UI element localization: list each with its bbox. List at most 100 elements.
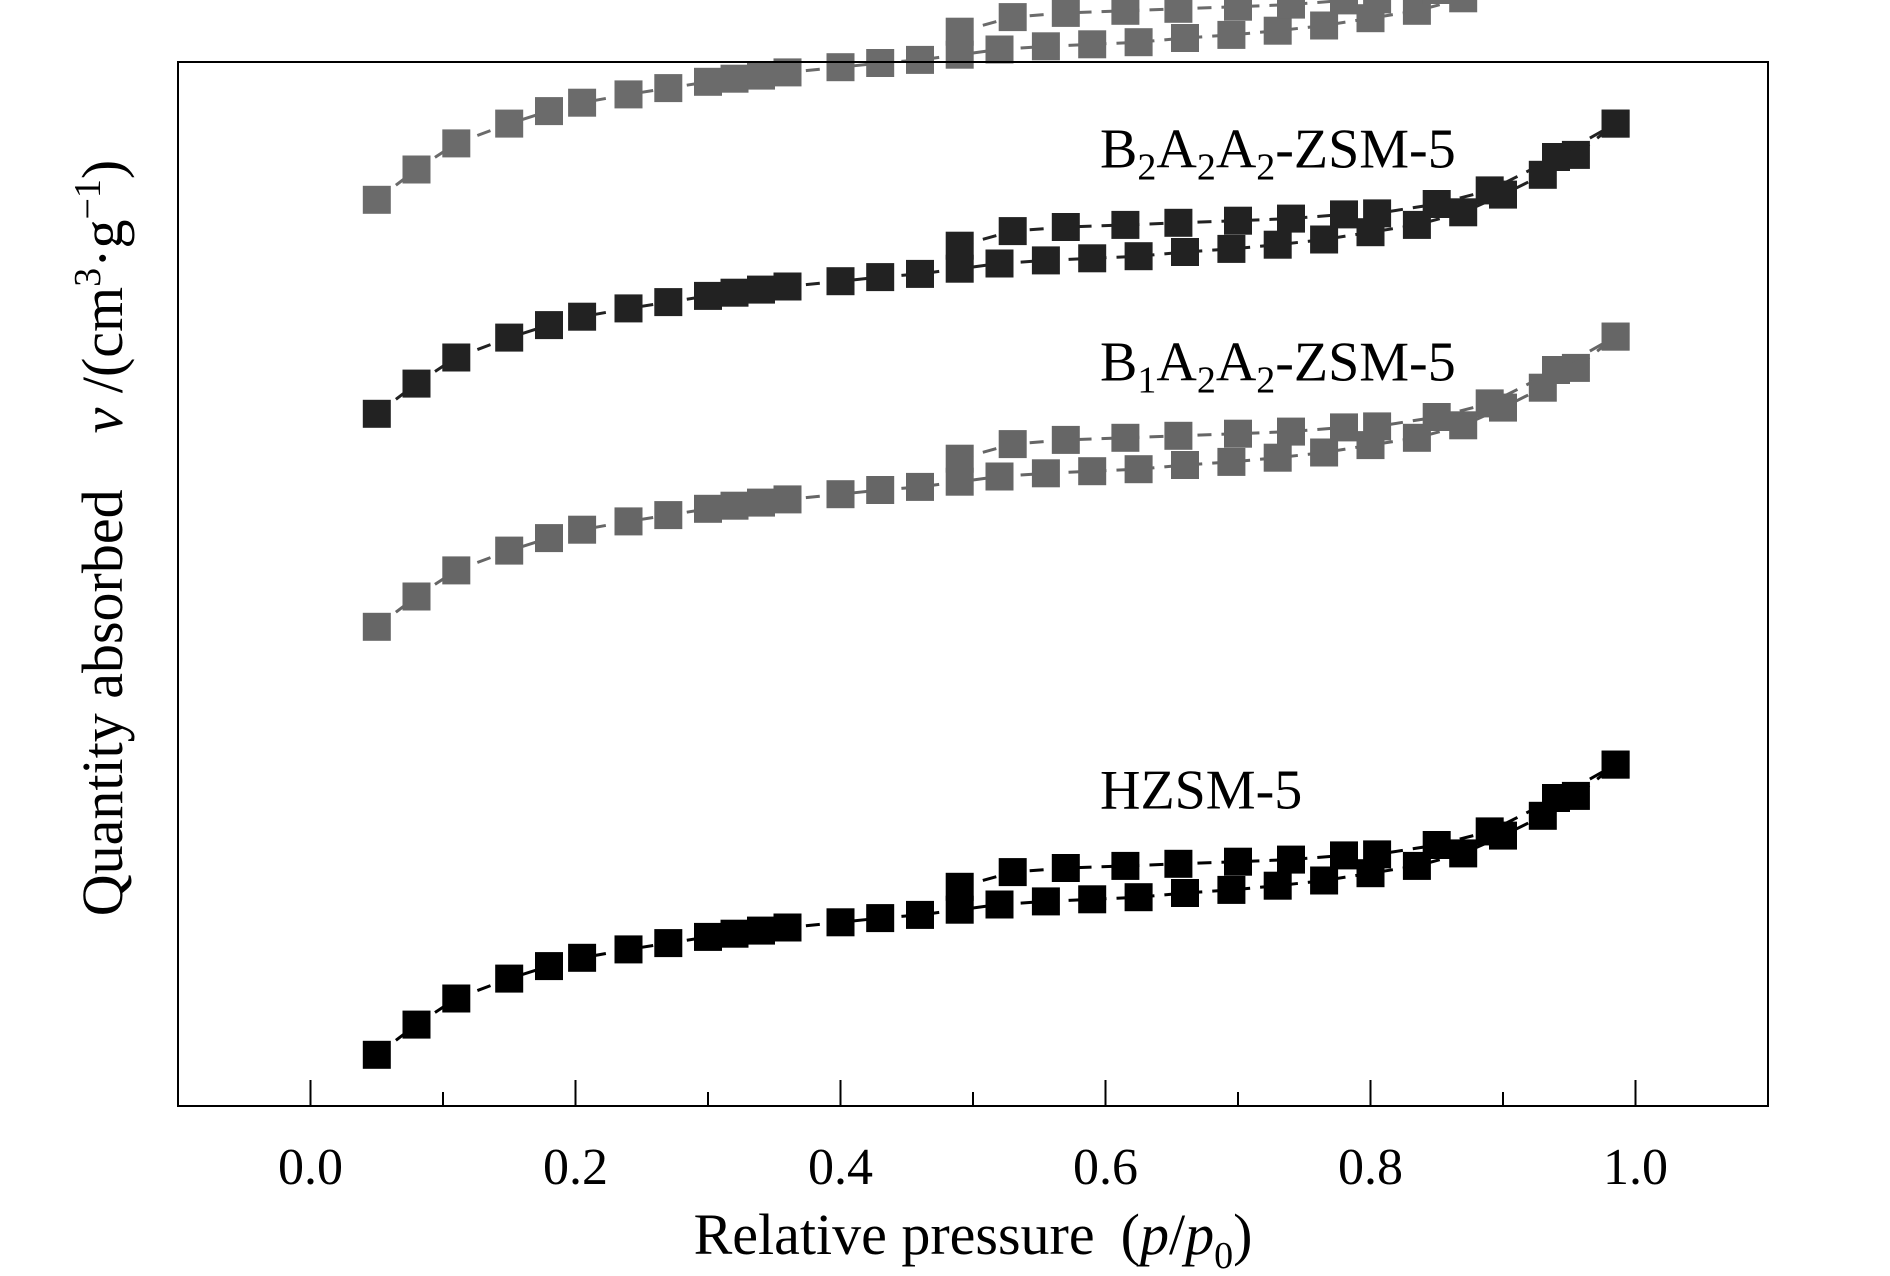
desorption-point	[1224, 0, 1252, 21]
adsorption-point	[1402, 0, 1431, 25]
series-label-part: 2	[1197, 146, 1216, 188]
adsorption-point	[568, 302, 597, 331]
adsorption-point	[773, 58, 802, 87]
x-axis-unit-p: p	[1136, 1202, 1169, 1267]
series-B2A2A2-ZSM-5	[362, 109, 1630, 428]
adsorption-point	[1449, 198, 1478, 227]
desorption-point	[1475, 817, 1504, 846]
y-axis-unit-open: /(cm	[70, 287, 135, 408]
adsorption-point	[1310, 438, 1339, 467]
adsorption-point	[495, 109, 524, 138]
adsorption-point	[720, 919, 749, 948]
adsorption-point	[866, 263, 895, 292]
adsorption-point	[442, 984, 471, 1013]
adsorption-point	[495, 323, 524, 352]
desorption-point	[1277, 417, 1305, 446]
adsorption-point	[535, 524, 563, 553]
series-label-part: A	[1216, 331, 1257, 393]
adsorption-point	[402, 155, 431, 184]
adsorption-point	[773, 913, 802, 942]
adsorption-point	[1217, 234, 1246, 263]
series-label-part: -ZSM-5	[1275, 331, 1455, 393]
desorption-point	[1363, 0, 1392, 14]
adsorption-point	[694, 922, 722, 951]
adsorption-point	[694, 494, 722, 523]
adsorption-point	[694, 281, 722, 310]
adsorption-point	[1449, 411, 1478, 440]
adsorption-point	[535, 97, 563, 126]
desorption-point	[1330, 841, 1358, 870]
adsorption-point	[985, 890, 1014, 919]
desorption-point	[998, 858, 1027, 887]
adsorption-point	[614, 294, 643, 323]
adsorption-point	[1078, 457, 1107, 486]
adsorption-point	[535, 952, 563, 981]
adsorption-point	[1217, 447, 1246, 476]
adsorption-point	[402, 1010, 431, 1039]
series-label-part: A	[1156, 118, 1197, 180]
adsorption-point	[1310, 11, 1339, 40]
desorption-point	[1111, 210, 1140, 239]
adsorption-point	[720, 278, 749, 307]
desorption-point	[1051, 854, 1080, 882]
adsorption-point	[442, 129, 471, 158]
series-HZSM-5	[362, 750, 1630, 1069]
adsorption-point	[1449, 839, 1478, 868]
adsorption-point	[614, 507, 643, 536]
adsorption-point	[1263, 871, 1292, 900]
adsorption-point	[1449, 0, 1478, 13]
adsorption-point	[614, 935, 643, 964]
adsorption-point	[1171, 451, 1199, 479]
adsorption-point	[402, 582, 431, 611]
adsorption-point	[1171, 24, 1199, 52]
adsorption-point	[826, 53, 855, 82]
adsorption-point	[985, 462, 1014, 491]
desorption-point	[1542, 143, 1570, 171]
y-axis-unit-close: )	[70, 160, 135, 179]
desorption-point	[945, 872, 974, 901]
desorption-point	[1542, 356, 1570, 384]
adsorption-point	[362, 612, 391, 641]
x-tick-label: 0.8	[1338, 1139, 1403, 1196]
desorption-point	[945, 444, 974, 473]
y-axis-unit-dot: ·g	[70, 220, 135, 268]
x-axis-label-text: Relative pressure	[694, 1202, 1095, 1267]
desorption-point	[998, 3, 1027, 32]
adsorption-point	[1031, 32, 1060, 61]
adsorption-point	[568, 943, 597, 972]
desorption-point	[1475, 176, 1504, 205]
adsorption-point	[1217, 875, 1246, 904]
series-label: B2A2A2-ZSM-5	[1100, 118, 1456, 188]
adsorption-point	[495, 536, 524, 565]
adsorption-point	[1078, 30, 1107, 59]
desorption-point	[1224, 206, 1252, 235]
adsorption-point	[866, 904, 895, 933]
adsorption-point	[1124, 455, 1153, 484]
desorption-point	[1277, 204, 1305, 233]
series-label-part: A	[1156, 331, 1197, 393]
series-B1A2A2-ZSM-5	[362, 322, 1630, 641]
series-B3A2A23-ZSM-5	[362, 0, 1478, 214]
adsorption-point	[568, 515, 597, 544]
desorption-point	[945, 17, 974, 46]
series-label-part: B	[1100, 331, 1137, 393]
y-axis-label-text: Quantity absorbed	[70, 489, 135, 916]
desorption-point	[1051, 213, 1080, 241]
desorption-point	[1422, 831, 1451, 859]
desorption-point	[1224, 419, 1252, 448]
series-label-part: B	[1100, 118, 1137, 180]
adsorption-point	[1217, 20, 1246, 49]
adsorption-point	[362, 185, 391, 214]
x-tick-label: 0.4	[808, 1139, 873, 1196]
adsorption-point	[1078, 244, 1107, 273]
adsorption-point	[1263, 443, 1292, 472]
adsorption-point	[614, 80, 643, 109]
desorption-point	[1363, 412, 1392, 441]
desorption-point	[998, 217, 1027, 246]
adsorption-point	[866, 476, 895, 504]
desorption-point	[1051, 0, 1080, 27]
adsorption-point	[1078, 885, 1107, 914]
adsorption-point	[906, 472, 934, 501]
adsorption-point	[720, 491, 749, 520]
